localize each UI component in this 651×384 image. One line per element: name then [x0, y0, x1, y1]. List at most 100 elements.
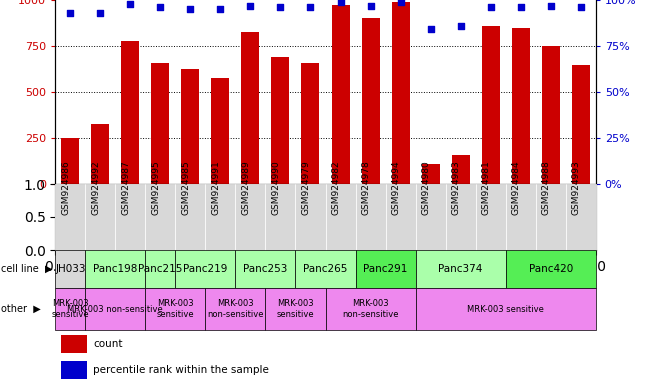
Text: JH033: JH033: [55, 264, 85, 274]
Text: Panc219: Panc219: [183, 264, 228, 274]
Bar: [355, 250, 415, 288]
Bar: [415, 184, 445, 250]
Bar: [212, 78, 229, 184]
Bar: [85, 184, 115, 250]
Text: GSM924988: GSM924988: [542, 160, 551, 215]
Bar: [391, 2, 409, 184]
Point: [275, 4, 286, 10]
Text: GSM924994: GSM924994: [391, 160, 400, 215]
Bar: [206, 184, 236, 250]
Bar: [296, 250, 355, 288]
Point: [546, 2, 556, 8]
Point: [575, 4, 586, 10]
Bar: [242, 32, 260, 184]
Bar: [452, 155, 469, 184]
Bar: [115, 184, 145, 250]
Text: GSM924989: GSM924989: [242, 160, 251, 215]
Text: GSM924991: GSM924991: [212, 160, 221, 215]
Text: MRK-003 non-sensitive: MRK-003 non-sensitive: [68, 305, 163, 313]
Bar: [55, 288, 85, 330]
Text: GSM924990: GSM924990: [271, 160, 281, 215]
Text: GSM924984: GSM924984: [512, 160, 521, 215]
Bar: [121, 41, 139, 184]
Bar: [145, 288, 206, 330]
Point: [215, 6, 226, 12]
Text: GSM924993: GSM924993: [572, 160, 581, 215]
Bar: [236, 184, 266, 250]
Bar: [476, 184, 506, 250]
Bar: [175, 250, 236, 288]
Bar: [91, 124, 109, 184]
Point: [456, 23, 466, 29]
Text: GSM924981: GSM924981: [482, 160, 491, 215]
Bar: [55, 250, 85, 288]
Point: [516, 4, 526, 10]
Text: GSM924987: GSM924987: [121, 160, 130, 215]
Text: other  ▶: other ▶: [1, 304, 40, 314]
Text: MRK-003
sensitive: MRK-003 sensitive: [277, 299, 314, 319]
Bar: [85, 288, 145, 330]
Bar: [542, 46, 560, 184]
Text: GSM924980: GSM924980: [422, 160, 430, 215]
Bar: [572, 65, 590, 184]
Bar: [152, 63, 169, 184]
Point: [245, 2, 256, 8]
Point: [95, 10, 105, 16]
Text: Panc198: Panc198: [93, 264, 137, 274]
Text: Panc253: Panc253: [243, 264, 288, 274]
Bar: [422, 164, 439, 184]
Bar: [326, 184, 355, 250]
Bar: [326, 288, 415, 330]
Text: GSM924986: GSM924986: [61, 160, 70, 215]
Bar: [85, 250, 145, 288]
Bar: [296, 184, 326, 250]
Point: [395, 0, 406, 5]
Point: [425, 26, 436, 33]
Point: [155, 4, 165, 10]
Text: GSM924995: GSM924995: [152, 160, 160, 215]
Bar: [506, 184, 536, 250]
Bar: [331, 5, 350, 184]
Bar: [385, 184, 415, 250]
Bar: [145, 184, 175, 250]
Text: GSM924983: GSM924983: [452, 160, 461, 215]
Text: count: count: [93, 339, 122, 349]
Bar: [415, 288, 596, 330]
Bar: [61, 361, 87, 379]
Point: [335, 0, 346, 5]
Text: GSM924985: GSM924985: [182, 160, 191, 215]
Text: MRK-003
sensitive: MRK-003 sensitive: [51, 299, 89, 319]
Bar: [415, 250, 506, 288]
Bar: [182, 69, 199, 184]
Bar: [55, 184, 85, 250]
Text: GSM924979: GSM924979: [301, 160, 311, 215]
Bar: [301, 63, 320, 184]
Point: [65, 10, 76, 16]
Bar: [536, 184, 566, 250]
Bar: [266, 184, 296, 250]
Point: [365, 2, 376, 8]
Text: GSM924992: GSM924992: [91, 160, 100, 215]
Text: MRK-003
sensitive: MRK-003 sensitive: [157, 299, 194, 319]
Text: Panc291: Panc291: [363, 264, 408, 274]
Bar: [355, 184, 385, 250]
Text: Panc265: Panc265: [303, 264, 348, 274]
Text: GSM924978: GSM924978: [361, 160, 370, 215]
Text: cell line  ▶: cell line ▶: [1, 264, 52, 274]
Bar: [506, 250, 596, 288]
Bar: [236, 250, 296, 288]
Point: [186, 6, 196, 12]
Bar: [61, 138, 79, 184]
Bar: [512, 28, 530, 184]
Text: percentile rank within the sample: percentile rank within the sample: [93, 365, 269, 375]
Bar: [445, 184, 476, 250]
Point: [486, 4, 496, 10]
Text: MRK-003
non-sensitive: MRK-003 non-sensitive: [207, 299, 264, 319]
Bar: [361, 18, 380, 184]
Bar: [145, 250, 175, 288]
Text: GSM924982: GSM924982: [331, 160, 340, 215]
Text: MRK-003
non-sensitive: MRK-003 non-sensitive: [342, 299, 399, 319]
Bar: [61, 335, 87, 353]
Text: Panc215: Panc215: [138, 264, 182, 274]
Point: [125, 1, 135, 7]
